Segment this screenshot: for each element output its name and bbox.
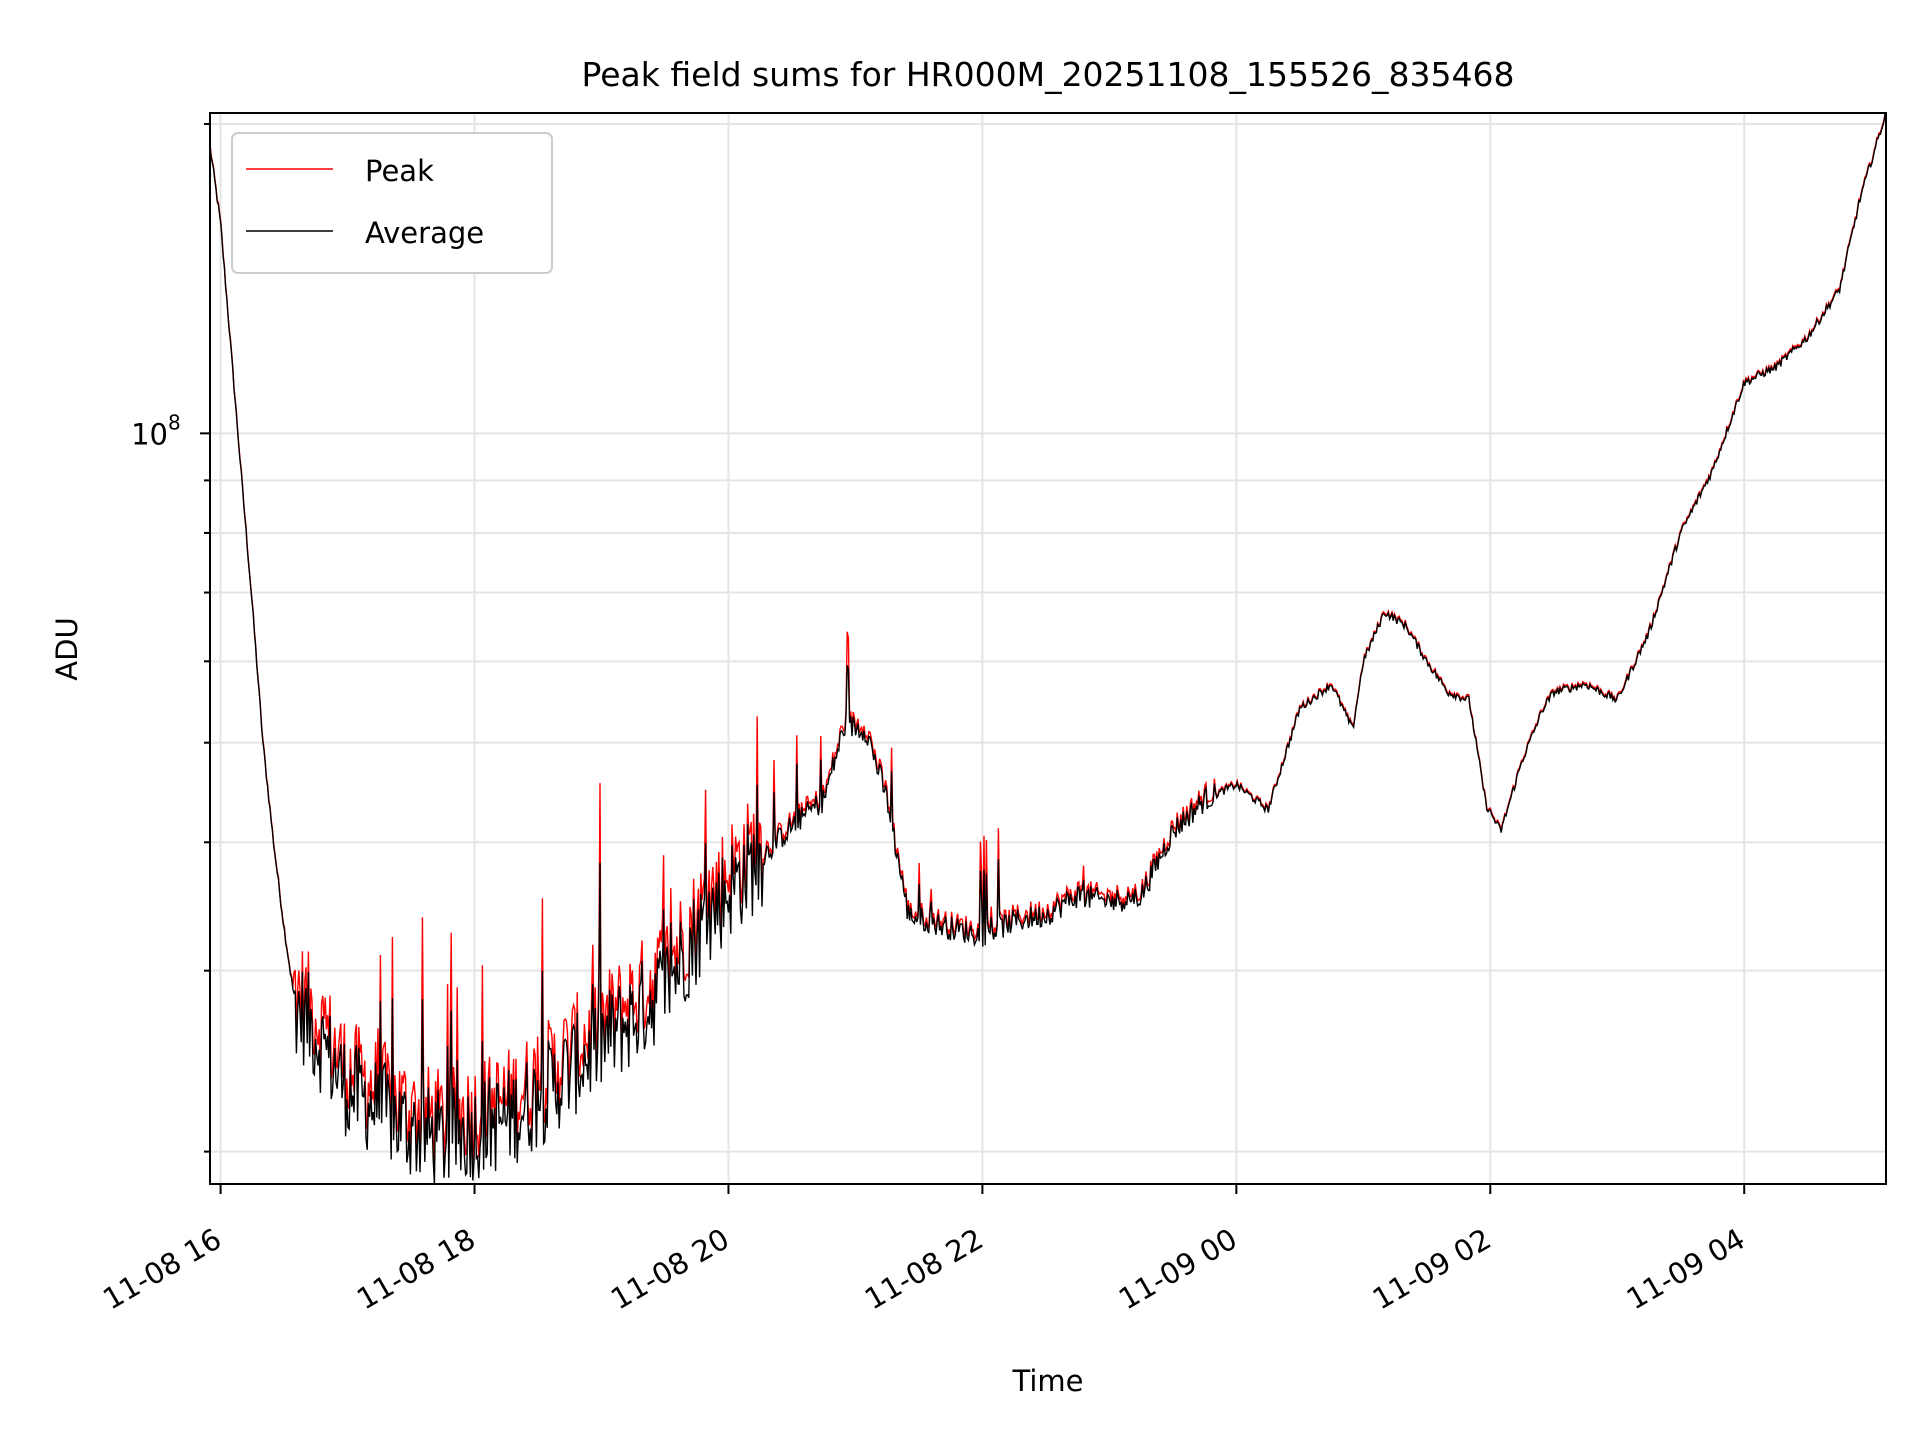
line-peak — [209, 112, 1886, 1164]
legend: Peak Average — [231, 132, 553, 274]
legend-label-average: Average — [365, 216, 484, 250]
plot-area-frame — [209, 112, 1887, 1185]
legend-label-peak: Peak — [365, 154, 434, 188]
x-tick-label: 11-09 04 — [1621, 1222, 1751, 1317]
x-tick-label: 11-09 02 — [1367, 1222, 1497, 1317]
grid — [210, 113, 1886, 1184]
series-average — [209, 113, 1886, 1185]
x-tick-label: 11-08 20 — [605, 1222, 735, 1317]
axis-ticks: 11-08 16 11-08 18 11-08 20 11-08 22 11-09 00… — [97, 123, 1751, 1317]
y-tick-exponent: 8 — [168, 410, 181, 434]
chart-title: Peak field sums for HR000M_20251108_1555… — [582, 55, 1515, 94]
x-tick-label: 11-08 22 — [859, 1222, 989, 1317]
y-tick-label: 10 — [131, 417, 168, 451]
x-tick-label: 11-08 16 — [97, 1222, 227, 1317]
legend-frame — [231, 132, 553, 274]
x-axis-label: Time — [1012, 1364, 1084, 1398]
x-tick-label: 11-08 18 — [351, 1222, 481, 1317]
x-tick-label: 11-09 00 — [1113, 1222, 1243, 1317]
y-axis-label: ADU — [50, 617, 84, 680]
line-average — [209, 113, 1886, 1185]
series-peak — [209, 112, 1886, 1164]
